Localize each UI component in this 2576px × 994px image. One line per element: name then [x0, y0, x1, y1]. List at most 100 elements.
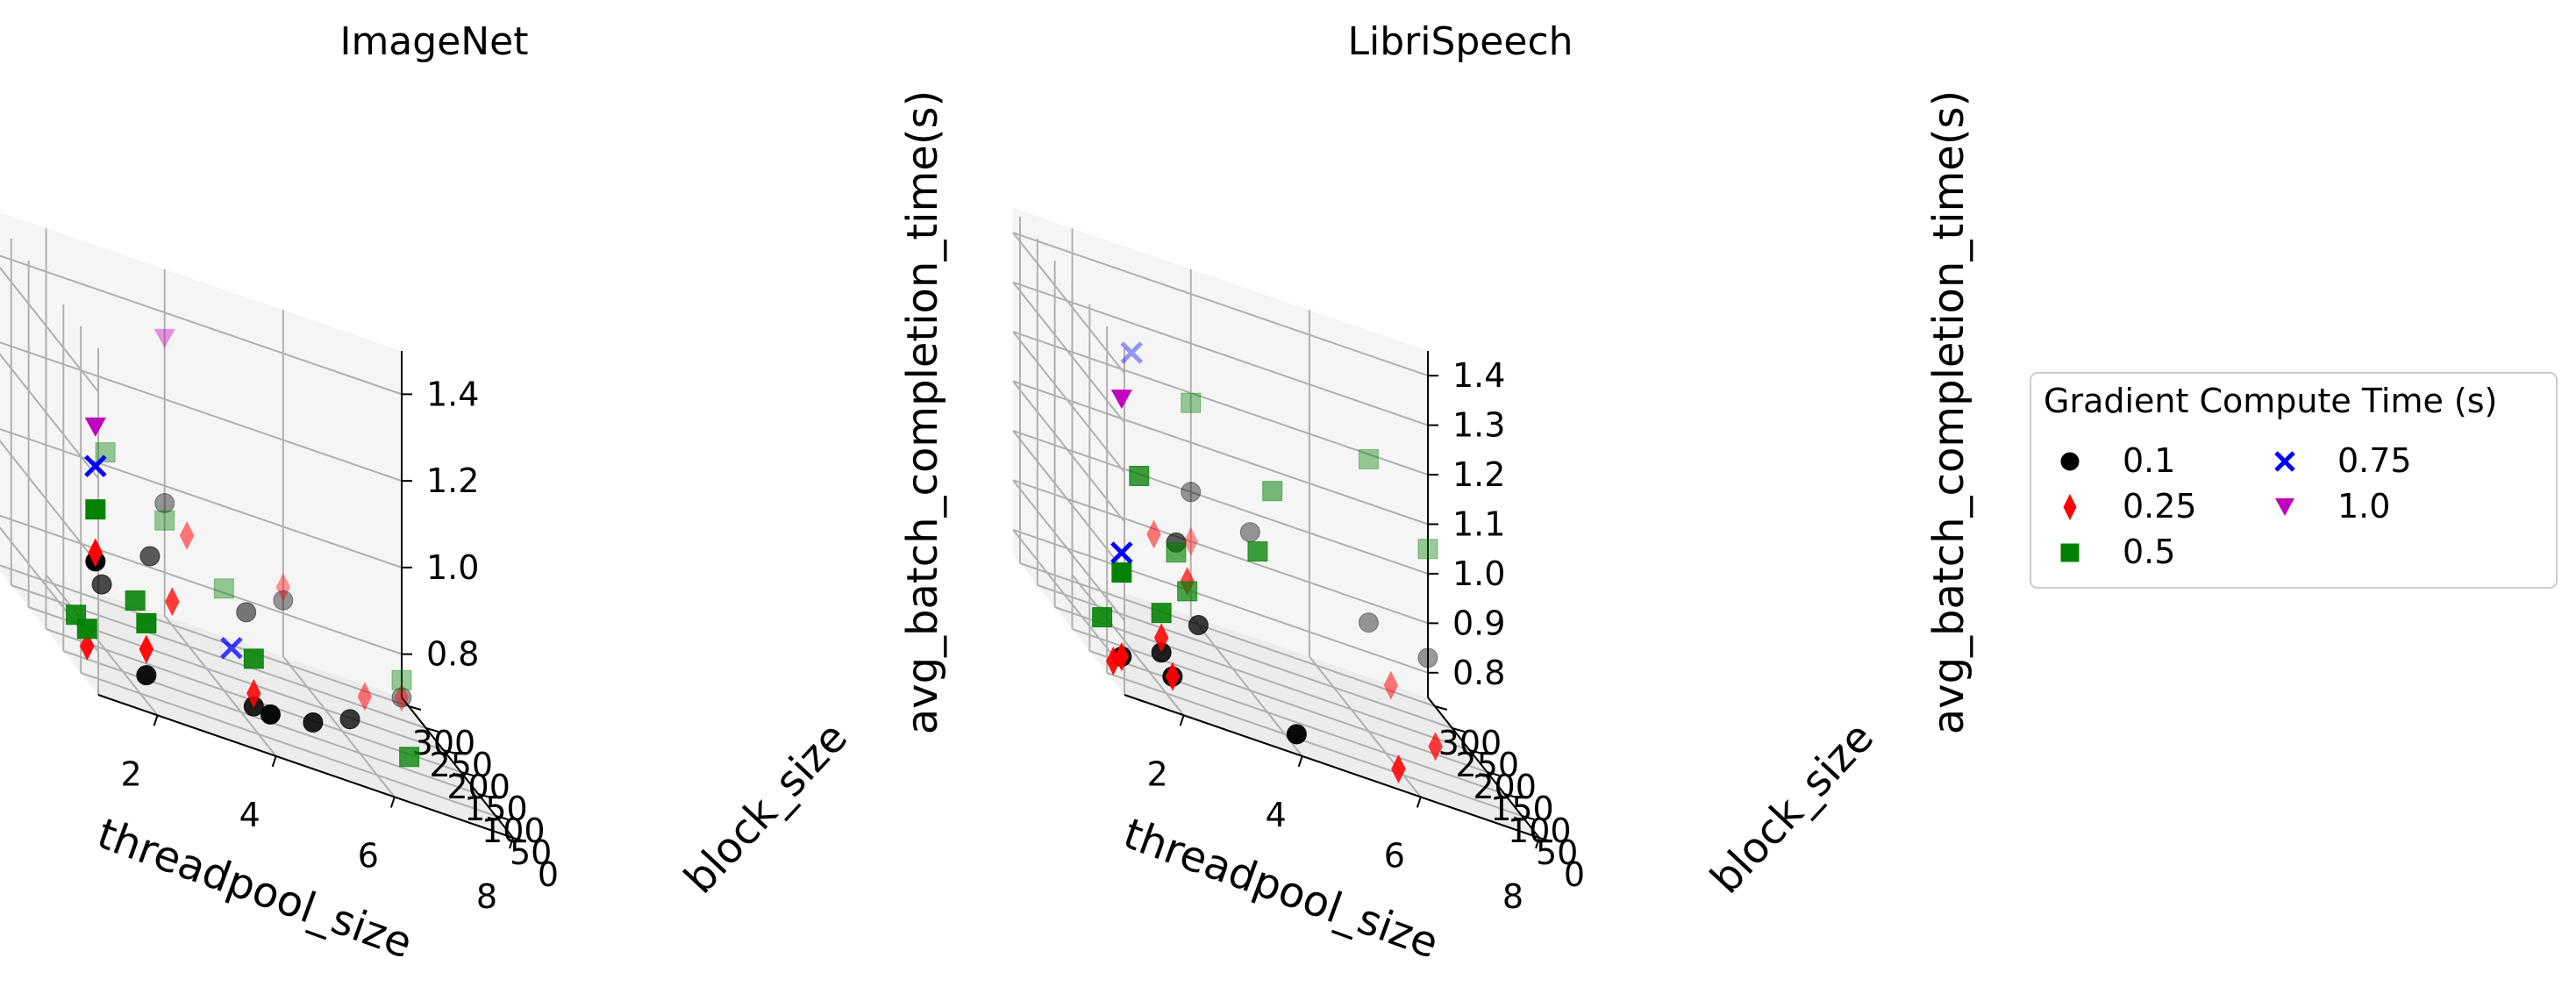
legend: Gradient Compute Time (s) 0.1 0.25 0.5 0.75…	[2030, 372, 2558, 589]
legend-label: 0.1	[2123, 441, 2175, 480]
x-tick	[271, 755, 277, 768]
y-tick	[512, 837, 526, 842]
z-gridline	[1012, 232, 1125, 374]
data-point-0.5	[399, 747, 420, 768]
data-point-1.0	[84, 417, 106, 437]
data-point-0.5	[1177, 581, 1198, 602]
z-gridline	[1012, 528, 1429, 674]
data-point-0.5	[1417, 539, 1438, 560]
y-tick	[443, 749, 456, 754]
y-tick	[1504, 793, 1517, 798]
z-gridline	[1012, 331, 1429, 476]
z-axis-label: avg_batch_completion_time(s)	[898, 90, 947, 735]
data-point-0.5	[66, 604, 87, 626]
y-axis-line	[401, 697, 514, 839]
floor-pane	[1013, 554, 1539, 838]
data-point-0.1	[1286, 724, 1307, 745]
z-gridline	[0, 341, 403, 483]
data-point-0.5	[1151, 603, 1172, 624]
x-tick	[389, 797, 396, 808]
x-axis-line	[97, 694, 514, 839]
data-point-0.1	[1188, 615, 1209, 635]
x-tick-label: 2	[1146, 754, 1167, 793]
y-gridline	[80, 672, 496, 817]
z-gridline	[0, 514, 403, 655]
data-point-0.1	[1239, 522, 1260, 543]
y-tick-label: 100	[482, 812, 546, 850]
data-point-0.75	[1110, 541, 1133, 564]
y-axis-label: block_size	[674, 713, 857, 904]
y-axis-label: block_size	[1701, 713, 1883, 904]
data-point-0.25	[246, 678, 261, 708]
z-tick-label: 1.4	[426, 375, 479, 413]
data-point-0.5	[1129, 466, 1150, 486]
y-tick	[1521, 815, 1535, 820]
data-point-0.5	[85, 499, 106, 520]
data-point-0.25	[394, 683, 410, 712]
y-tick-label: 150	[1490, 790, 1554, 828]
legend-entry: 0.1	[2060, 441, 2175, 480]
data-point-1.0	[153, 328, 175, 348]
y-tick-label: 100	[1508, 812, 1572, 850]
z-tick-label: 1.1	[1452, 505, 1505, 544]
data-point-0.25	[165, 587, 180, 617]
x-tick-label: 6	[1384, 836, 1405, 875]
y-tick	[1538, 837, 1552, 842]
y-tick-label: 150	[464, 790, 528, 828]
y-tick	[425, 727, 439, 733]
z-gridline	[1012, 430, 1125, 572]
z-gridline	[1012, 281, 1429, 426]
legend-entry: 0.75	[2274, 441, 2412, 480]
y-tick	[1487, 771, 1500, 776]
data-point-0.1	[154, 492, 175, 513]
z-tick-label: 1.0	[1452, 554, 1505, 593]
y-gridline	[0, 564, 410, 707]
x-tick-label: 4	[239, 796, 260, 834]
y-tick	[1469, 749, 1482, 754]
data-point-0.5	[125, 590, 146, 611]
data-point-0.1	[391, 687, 412, 708]
y-tick-label: 250	[1456, 746, 1520, 784]
data-point-0.5	[1358, 448, 1379, 469]
z-gridline	[1012, 331, 1125, 473]
data-point-0.5	[1111, 562, 1132, 583]
y-tick	[1434, 705, 1448, 711]
z-tick-label: 1.3	[1452, 406, 1505, 445]
data-point-0.25	[179, 520, 195, 550]
x-gridline	[45, 574, 159, 716]
data-point-0.5	[1247, 541, 1268, 562]
y-tick-label: 50	[1536, 833, 1578, 872]
y-gridline	[1088, 650, 1505, 795]
data-point-0.75	[220, 636, 243, 660]
x-tick	[1535, 837, 1540, 849]
data-point-0.75	[1120, 341, 1143, 364]
y-axis-line	[1427, 697, 1540, 839]
y-tick-label: 50	[510, 833, 552, 872]
z-gridline	[1012, 479, 1125, 621]
legend-marker-0.1	[2060, 452, 2080, 471]
data-point-0.25	[1153, 623, 1169, 653]
data-point-0.25	[1146, 519, 1161, 549]
y-tick-label: 0	[1564, 855, 1585, 894]
data-point-0.5	[1166, 542, 1187, 563]
legend-entry: 0.5	[2060, 533, 2175, 571]
legend-label: 0.75	[2337, 441, 2412, 480]
data-point-0.25	[139, 634, 154, 664]
z-gridline	[1012, 479, 1429, 625]
z-gridline	[1012, 529, 1125, 671]
x-gridline	[282, 655, 396, 798]
y-tick-label: 0	[538, 855, 559, 894]
x-tick	[1297, 755, 1303, 768]
legend-marker-0.75	[2274, 451, 2295, 472]
x-gridline	[163, 615, 277, 757]
data-point-0.5	[154, 510, 175, 531]
z-gridline	[0, 427, 403, 569]
data-point-0.1	[260, 704, 281, 725]
data-point-0.1	[1417, 647, 1438, 669]
data-point-0.25	[275, 572, 291, 602]
z-gridline	[0, 266, 99, 392]
legend-entry: 1.0	[2275, 487, 2390, 526]
data-point-0.1	[139, 546, 161, 567]
z-gridline	[0, 440, 99, 566]
legend-label: 0.5	[2123, 533, 2175, 571]
